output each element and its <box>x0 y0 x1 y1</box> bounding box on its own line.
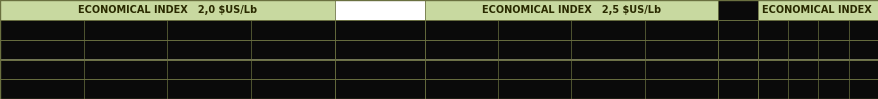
Bar <box>757 0 878 20</box>
Text: ECONOMICAL INDEX   2,5 $US/Lb: ECONOMICAL INDEX 2,5 $US/Lb <box>481 5 660 15</box>
Bar <box>0 59 878 79</box>
Bar <box>0 0 335 20</box>
Bar <box>425 0 717 20</box>
Bar <box>717 0 757 20</box>
Bar <box>335 0 425 20</box>
Bar <box>0 79 878 99</box>
Text: ECONOMICAL INDEX   2,0 $US/Lb: ECONOMICAL INDEX 2,0 $US/Lb <box>78 5 256 15</box>
Bar <box>0 20 878 40</box>
Bar <box>0 40 878 59</box>
Text: ECONOMICAL INDEX   3,0 $U: ECONOMICAL INDEX 3,0 $U <box>761 5 878 15</box>
